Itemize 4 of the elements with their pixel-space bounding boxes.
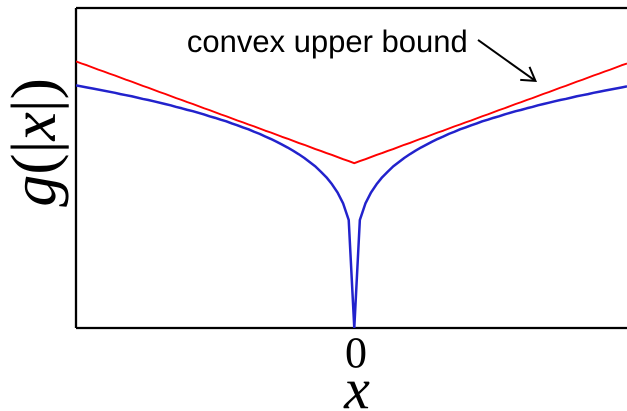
text: convex upper bound	[188, 30, 466, 58]
text: 0	[346, 338, 366, 368]
x-axis-title: x	[343, 382, 370, 408]
y-axis-title: g(|x|)	[10, 80, 69, 207]
